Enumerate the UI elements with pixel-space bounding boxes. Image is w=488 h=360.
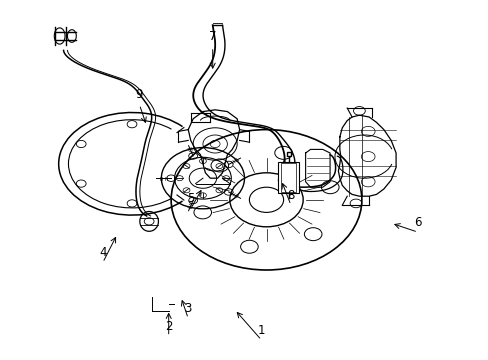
Bar <box>277 162 299 193</box>
Text: 5: 5 <box>186 192 194 205</box>
Text: 1: 1 <box>257 324 265 337</box>
Text: 8: 8 <box>286 189 294 202</box>
Text: 7: 7 <box>208 30 216 43</box>
Text: 9: 9 <box>135 88 143 101</box>
Text: 2: 2 <box>164 320 172 333</box>
Bar <box>281 163 295 192</box>
Text: 3: 3 <box>184 302 192 315</box>
Text: 4: 4 <box>99 246 106 259</box>
Text: 6: 6 <box>413 216 421 229</box>
